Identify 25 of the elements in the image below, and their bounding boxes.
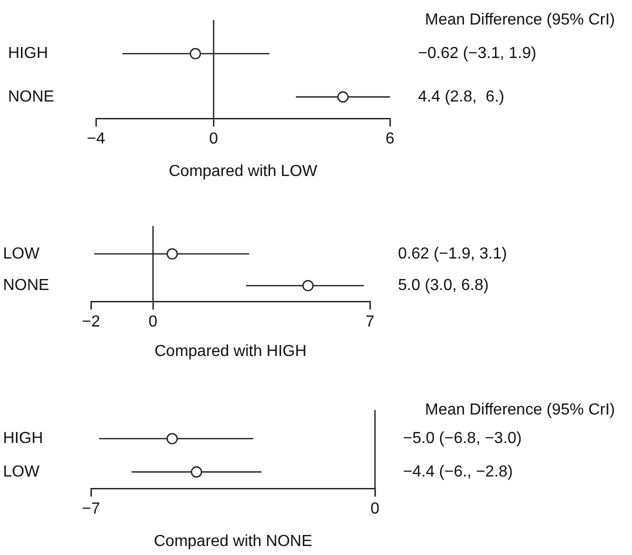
x-tick-label: −7 — [82, 500, 100, 518]
x-axis-title: Compared with NONE — [154, 532, 312, 550]
text: 0.62 (−1.9, 3.1) — [398, 245, 507, 262]
text: 4.4 (2.8, 6.) — [418, 88, 504, 106]
text: Mean Difference (95% CrI) — [425, 11, 615, 28]
y-tick-label: HIGH — [3, 430, 43, 448]
y-tick-label: NONE — [8, 88, 54, 106]
text: −4.4 (−6., −2.8) — [403, 463, 513, 480]
x-tick-label: 0 — [370, 500, 380, 518]
y-tick-label: LOW — [3, 245, 40, 262]
text: Mean Difference (95% CrI) — [425, 401, 615, 418]
x-axis-title: Compared with LOW — [168, 162, 318, 180]
y-tick-label: LOW — [3, 463, 40, 480]
x-tick-label: −2 — [82, 314, 100, 331]
y-tick-label: NONE — [3, 277, 50, 294]
text: −0.62 (−3.1, 1.9) — [418, 45, 536, 62]
text: −5.0 (−6.8, −3.0) — [403, 430, 522, 448]
x-tick-label: −4 — [86, 130, 106, 148]
x-tick-label: 7 — [366, 314, 375, 331]
x-tick-label: 6 — [386, 130, 395, 148]
x-tick-label: 0 — [209, 130, 218, 148]
x-tick-label: 0 — [148, 314, 158, 331]
x-axis-title: Compared with HIGH — [154, 342, 307, 360]
y-tick-label: HIGH — [8, 45, 48, 62]
text: 5.0 (3.0, 6.8) — [398, 277, 489, 294]
